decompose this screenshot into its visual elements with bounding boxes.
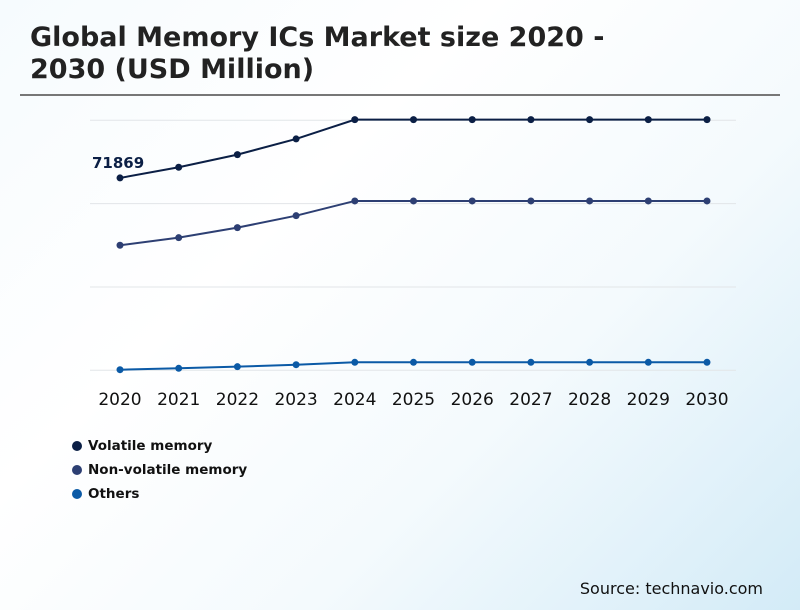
data-point (116, 174, 124, 182)
x-tick-label: 2030 (685, 390, 728, 410)
data-point (468, 358, 476, 366)
source-note: Source: technavio.com (579, 579, 763, 598)
data-point (586, 358, 594, 366)
series-line (119, 118, 707, 179)
data-label: 71869 (92, 154, 144, 172)
legend-marker-icon (72, 465, 82, 475)
legend-marker-icon (72, 441, 82, 451)
title-divider (20, 94, 780, 96)
data-point (527, 116, 535, 124)
data-point (292, 361, 300, 369)
data-point (233, 151, 241, 159)
data-point (703, 116, 711, 124)
legend: Volatile memory Non-volatile memory Others (72, 434, 247, 506)
data-point (116, 366, 124, 374)
x-tick-label: 2027 (509, 390, 552, 410)
x-tick-label: 2029 (627, 390, 670, 410)
data-point (644, 358, 652, 366)
data-point (468, 116, 476, 124)
legend-item: Volatile memory (72, 434, 247, 458)
x-tick-label: 2023 (274, 390, 317, 410)
x-tick-label: 2020 (98, 390, 141, 410)
x-tick-label: 2021 (157, 390, 200, 410)
data-point (527, 358, 535, 366)
legend-item: Others (72, 482, 247, 506)
x-tick-label: 2026 (451, 390, 494, 410)
x-tick-label: 2024 (333, 390, 376, 410)
data-point (175, 364, 183, 372)
data-point (292, 212, 300, 220)
legend-item: Non-volatile memory (72, 458, 247, 482)
data-point (351, 197, 359, 205)
data-point (586, 116, 594, 124)
data-point (233, 363, 241, 371)
chart-title: Global Memory ICs Market size 2020 - 203… (30, 22, 605, 85)
data-point (703, 197, 711, 205)
data-point (351, 116, 359, 124)
data-point (703, 358, 711, 366)
data-point (410, 116, 417, 124)
data-point (410, 358, 417, 366)
data-point (527, 197, 535, 205)
data-point (116, 241, 124, 249)
data-point (351, 358, 359, 366)
data-point (644, 116, 652, 124)
legend-label: Others (88, 486, 140, 502)
legend-label: Volatile memory (88, 438, 213, 454)
data-point (233, 224, 241, 232)
data-point (586, 197, 594, 205)
data-point (644, 197, 652, 205)
x-tick-label: 2025 (392, 390, 435, 410)
x-tick-label: 2028 (568, 390, 611, 410)
data-point (468, 197, 476, 205)
data-point (175, 234, 183, 242)
legend-label: Non-volatile memory (88, 462, 248, 478)
data-point (292, 135, 300, 143)
data-point (175, 163, 183, 171)
legend-marker-icon (72, 489, 82, 499)
series-line (119, 199, 707, 247)
x-tick-label: 2022 (216, 390, 259, 410)
data-point (410, 197, 417, 205)
